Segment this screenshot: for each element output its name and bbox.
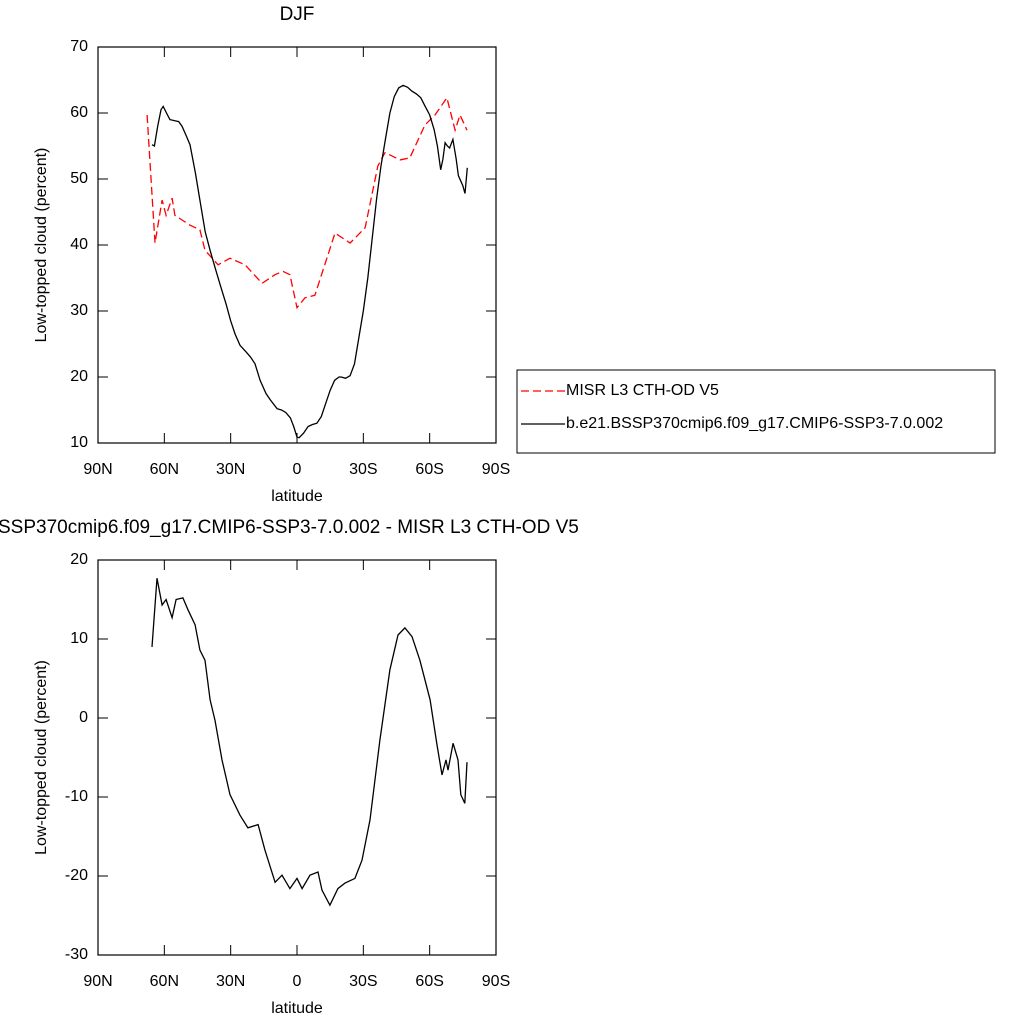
data-line (151, 84, 468, 439)
y-tick-label: -20 (65, 867, 88, 884)
x-axis-label: latitude (271, 488, 323, 505)
x-tick-label: 0 (293, 461, 302, 478)
data-line (151, 578, 468, 907)
chart-title: SSP370cmip6.f09_g17.CMIP6-SSP3-7.0.002 -… (0, 517, 579, 538)
x-tick-label: 0 (293, 973, 302, 990)
y-tick-label: 70 (70, 38, 88, 55)
chart-title: DJF (280, 4, 315, 25)
plot-frame (97, 46, 497, 444)
y-tick-label: 60 (70, 104, 88, 121)
y-tick-label: -30 (65, 946, 88, 963)
legend-box (516, 369, 996, 454)
y-tick-label: 40 (70, 236, 88, 253)
y-tick-label: 10 (70, 434, 88, 451)
x-tick-label: 90N (83, 461, 112, 478)
x-tick-label: 60N (150, 973, 179, 990)
x-tick-label: 90S (482, 461, 510, 478)
x-tick-label: 90N (83, 973, 112, 990)
data-line (146, 96, 468, 310)
x-tick-label: 60S (415, 461, 443, 478)
x-tick-label: 90S (482, 973, 510, 990)
y-tick-label: 20 (70, 368, 88, 385)
y-tick-label: 30 (70, 302, 88, 319)
legend-label: MISR L3 CTH-OD V5 (566, 382, 719, 399)
x-tick-label: 60N (150, 461, 179, 478)
plot-frame (97, 559, 497, 956)
y-axis-label: Low-topped cloud (percent) (33, 660, 50, 855)
y-axis-label: Low-topped cloud (percent) (33, 148, 50, 343)
y-tick-label: 50 (70, 170, 88, 187)
x-tick-label: 30S (349, 973, 377, 990)
y-tick-label: 20 (70, 551, 88, 568)
x-tick-label: 60S (415, 973, 443, 990)
x-tick-label: 30S (349, 461, 377, 478)
x-tick-label: 30N (216, 461, 245, 478)
y-tick-label: -10 (65, 788, 88, 805)
x-tick-label: 30N (216, 973, 245, 990)
y-tick-label: 10 (70, 630, 88, 647)
legend-label: b.e21.BSSP370cmip6.f09_g17.CMIP6-SSP3-7.… (566, 415, 943, 432)
y-tick-label: 0 (79, 709, 88, 726)
x-axis-label: latitude (271, 1000, 323, 1017)
